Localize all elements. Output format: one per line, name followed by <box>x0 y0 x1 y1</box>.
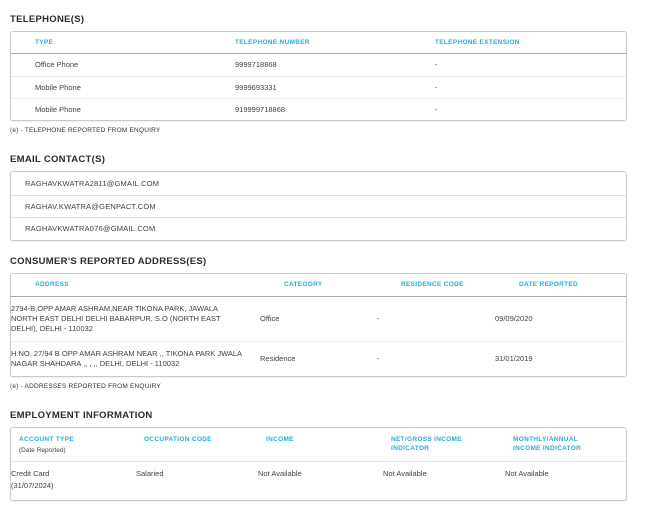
employment-table-header: ACCOUNT TYPE (Date Reported) OCCUPATION … <box>11 428 626 461</box>
employment-section: EMPLOYMENT INFORMATION ACCOUNT TYPE (Dat… <box>10 410 650 501</box>
addresses-table-header: ADDRESS CATEGORY RESIDENCE CODE DATE REP… <box>11 274 626 297</box>
employment-date-reported: (31/07/2024) <box>11 480 54 490</box>
address-text: H.NO. 27/94 B OPP AMAR ASHRAM NEAR ,, TI… <box>11 348 242 368</box>
table-row: Office Phone 9999718868 - <box>11 54 626 76</box>
emails-list: RAGHAVKWATRA2811@GMAIL.COM RAGHAV.KWATRA… <box>10 171 627 241</box>
employment-net-gross: Not Available <box>383 468 427 478</box>
phone-type: Mobile Phone <box>35 82 81 92</box>
table-row: Mobile Phone 9999693331 - <box>11 76 626 98</box>
phone-number: 9999693331 <box>235 82 277 92</box>
address-residence-code: - <box>377 353 380 363</box>
addresses-section: CONSUMER'S REPORTED ADDRESS(ES) ADDRESS … <box>10 256 650 390</box>
column-header-monthly-annual-income-indicator: MONTHLY/ANNUAL INCOME INDICATOR <box>513 435 582 452</box>
telephones-section: TELEPHONE(S) TYPE TELEPHONE NUMBER TELEP… <box>10 14 650 134</box>
credit-report-page: TELEPHONE(S) TYPE TELEPHONE NUMBER TELEP… <box>10 14 650 501</box>
column-header-income: INCOME <box>266 435 294 443</box>
address-text: 2794-B,OPP AMAR ASHRAM,NEAR TIKONA PARK,… <box>11 303 221 333</box>
email-address: RAGHAVKWATRA2811@GMAIL.COM <box>25 178 160 188</box>
phone-type: Mobile Phone <box>35 104 81 114</box>
addresses-table: ADDRESS CATEGORY RESIDENCE CODE DATE REP… <box>10 272 627 377</box>
column-header-telephone-extension: TELEPHONE EXTENSION <box>435 39 520 46</box>
addresses-footnote: (e) - ADDRESSES REPORTED FROM ENQUIRY <box>10 382 161 390</box>
phone-number: 919999718868 <box>235 104 286 114</box>
employment-heading: EMPLOYMENT INFORMATION <box>10 409 153 421</box>
column-header-account-type-sub: (Date Reported) <box>19 446 66 454</box>
emails-heading: EMAIL CONTACT(S) <box>10 154 106 165</box>
column-header-residence-code: RESIDENCE CODE <box>401 281 464 288</box>
column-header-category: CATEGORY <box>284 281 323 288</box>
employment-table: ACCOUNT TYPE (Date Reported) OCCUPATION … <box>10 426 627 501</box>
email-address: RAGHAV.KWATRA@GENPACT.COM <box>25 201 156 211</box>
employment-income: Not Available <box>258 468 302 478</box>
column-header-account-type: ACCOUNT TYPE (Date Reported) <box>19 435 144 455</box>
table-row: Mobile Phone 919999718868 - <box>11 98 626 120</box>
phone-extension: - <box>435 60 438 69</box>
list-item: RAGHAVKWATRA2811@GMAIL.COM <box>11 172 626 195</box>
address-residence-code: - <box>377 313 380 323</box>
employment-account-type: Credit Card <box>11 468 50 478</box>
column-header-telephone-number: TELEPHONE NUMBER <box>235 39 310 46</box>
addresses-heading: CONSUMER'S REPORTED ADDRESS(ES) <box>10 255 207 267</box>
address-date-reported: 31/01/2019 <box>495 353 533 363</box>
telephones-table: TYPE TELEPHONE NUMBER TELEPHONE EXTENSIO… <box>10 31 627 121</box>
email-address: RAGHAVKWATRA076@GMAIL.COM <box>25 224 156 234</box>
column-header-net-gross-income-indicator: NET/GROSS INCOME INDICATOR <box>391 435 462 452</box>
phone-extension: - <box>435 82 438 92</box>
telephones-footnote: (e) - TELEPHONE REPORTED FROM ENQUIRY <box>10 127 161 134</box>
list-item: RAGHAVKWATRA076@GMAIL.COM <box>11 217 626 240</box>
table-row: 2794-B,OPP AMAR ASHRAM,NEAR TIKONA PARK,… <box>11 297 626 341</box>
phone-number: 9999718868 <box>235 60 277 69</box>
table-row: H.NO. 27/94 B OPP AMAR ASHRAM NEAR ,, TI… <box>11 340 626 376</box>
telephones-table-header: TYPE TELEPHONE NUMBER TELEPHONE EXTENSIO… <box>11 32 626 54</box>
phone-type: Office Phone <box>35 60 79 69</box>
column-header-type: TYPE <box>35 39 54 46</box>
phone-extension: - <box>435 104 438 114</box>
employment-occupation-code: Salaried <box>136 468 164 478</box>
column-header-occupation-code: OCCUPATION CODE <box>144 435 212 443</box>
address-category: Residence <box>260 353 296 363</box>
column-header-address: ADDRESS <box>35 281 69 288</box>
column-header-date-reported: DATE REPORTED <box>519 281 579 288</box>
table-row: Credit Card (31/07/2024) Salaried Not Av… <box>11 460 626 500</box>
telephones-heading: TELEPHONE(S) <box>10 14 85 25</box>
list-item: RAGHAV.KWATRA@GENPACT.COM <box>11 194 626 218</box>
employment-account-type-cell: Credit Card (31/07/2024) <box>11 469 136 491</box>
address-category: Office <box>260 313 280 323</box>
emails-section: EMAIL CONTACT(S) RAGHAVKWATRA2811@GMAIL.… <box>10 154 650 241</box>
column-header-account-type-label: ACCOUNT TYPE <box>19 435 74 443</box>
employment-monthly-annual: Not Available <box>505 468 549 478</box>
address-date-reported: 09/09/2020 <box>495 313 533 323</box>
